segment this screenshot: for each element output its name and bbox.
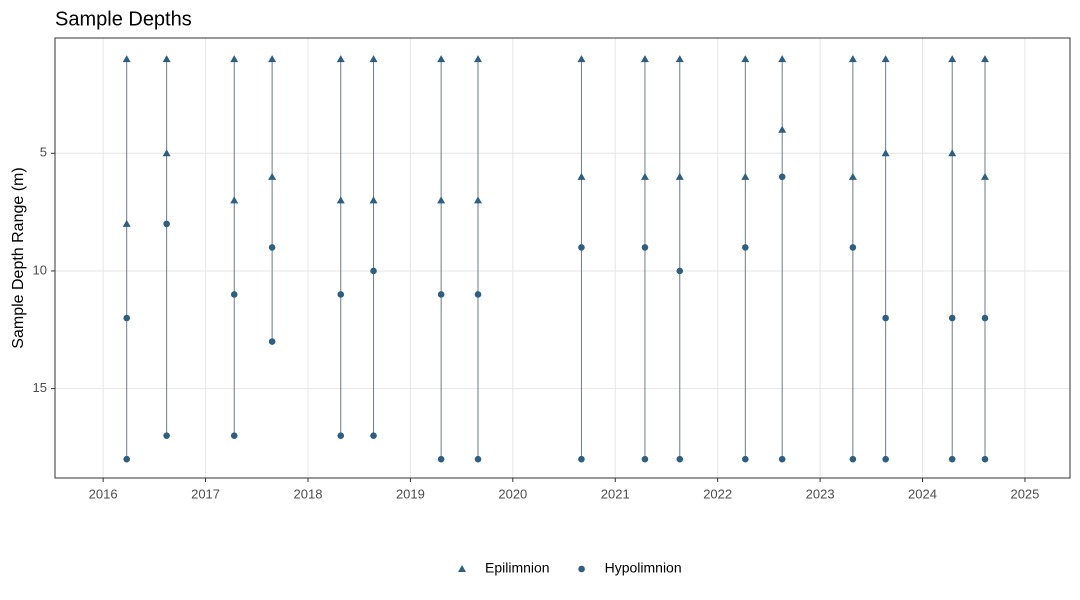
triangle-marker — [458, 565, 466, 572]
circle-marker — [742, 455, 749, 463]
y-tick-label: 5 — [40, 145, 47, 160]
triangle-marker — [474, 196, 483, 204]
triangle-marker — [881, 55, 890, 63]
triangle-marker — [675, 55, 684, 63]
circle-marker — [778, 173, 786, 181]
circle-marker — [163, 220, 170, 228]
circle-marker — [123, 455, 130, 463]
triangle-marker — [980, 55, 989, 63]
circle-marker — [337, 432, 345, 439]
x-tick-label: 2017 — [191, 486, 220, 501]
chart-title: Sample Depths — [55, 8, 192, 30]
x-tick-label: 2016 — [89, 486, 118, 501]
triangle-marker — [948, 55, 957, 63]
x-tick-label: 2021 — [601, 486, 630, 501]
triangle-marker — [162, 55, 171, 63]
circle-marker — [981, 455, 989, 463]
y-tick-label: 10 — [33, 262, 47, 277]
circle-marker — [370, 267, 377, 275]
circle-marker — [641, 244, 649, 251]
triangle-marker — [474, 55, 483, 63]
triangle-marker — [675, 172, 684, 180]
triangle-marker — [577, 172, 586, 180]
triangle-marker — [336, 196, 345, 204]
legend-label: Hypolimnion — [605, 560, 682, 576]
triangle-marker — [778, 55, 787, 63]
triangle-marker — [778, 125, 787, 133]
triangle-marker — [437, 196, 446, 204]
circle-marker — [268, 244, 276, 251]
circle-marker — [337, 291, 345, 298]
triangle-marker — [980, 172, 989, 180]
circle-marker — [676, 455, 684, 463]
legend-label: Epilimnion — [485, 560, 550, 576]
circle-marker — [163, 432, 170, 439]
circle-marker — [981, 314, 989, 322]
triangle-marker — [336, 55, 345, 63]
circle-marker — [578, 244, 585, 251]
circle-marker — [578, 565, 585, 573]
x-tick-label: 2019 — [396, 486, 425, 501]
triangle-marker — [741, 172, 750, 180]
x-tick-label: 2024 — [908, 486, 937, 501]
circle-marker — [123, 314, 130, 322]
triangle-marker — [369, 55, 378, 63]
circle-marker — [849, 455, 857, 463]
triangle-marker — [848, 55, 857, 63]
triangle-marker — [122, 219, 131, 227]
circle-marker — [742, 244, 749, 251]
circle-marker — [676, 267, 684, 275]
y-tick-label: 15 — [33, 380, 47, 395]
circle-marker — [437, 291, 445, 298]
circle-marker — [268, 338, 276, 345]
triangle-marker — [268, 172, 277, 180]
triangle-marker — [268, 55, 277, 63]
triangle-marker — [230, 196, 239, 204]
circle-marker — [230, 432, 238, 439]
circle-marker — [882, 314, 889, 322]
x-tick-label: 2020 — [498, 486, 527, 501]
triangle-marker — [122, 55, 131, 63]
triangle-marker — [948, 149, 957, 157]
triangle-marker — [640, 55, 649, 63]
circle-marker — [578, 455, 585, 463]
x-tick-label: 2023 — [806, 486, 835, 501]
circle-marker — [882, 455, 889, 463]
triangle-marker — [437, 55, 446, 63]
circle-marker — [370, 432, 377, 439]
circle-marker — [948, 455, 956, 463]
x-tick-label: 2018 — [294, 486, 323, 501]
triangle-marker — [162, 149, 171, 157]
triangle-marker — [881, 149, 890, 157]
triangle-marker — [369, 196, 378, 204]
x-tick-label: 2025 — [1010, 486, 1039, 501]
circle-marker — [230, 291, 238, 298]
plot-panel — [55, 38, 1070, 478]
panel-border — [54, 37, 1071, 479]
circle-marker — [948, 314, 956, 322]
triangle-marker — [230, 55, 239, 63]
y-axis-title: Sample Depth Range (m) — [10, 167, 27, 348]
triangle-marker — [577, 55, 586, 63]
circle-marker — [778, 455, 786, 463]
triangle-marker — [848, 172, 857, 180]
circle-marker — [474, 291, 482, 298]
circle-marker — [641, 455, 649, 463]
triangle-marker — [640, 172, 649, 180]
circle-marker — [437, 455, 445, 463]
circle-marker — [849, 244, 857, 251]
triangle-marker — [741, 55, 750, 63]
x-tick-label: 2022 — [703, 486, 732, 501]
circle-marker — [474, 455, 482, 463]
